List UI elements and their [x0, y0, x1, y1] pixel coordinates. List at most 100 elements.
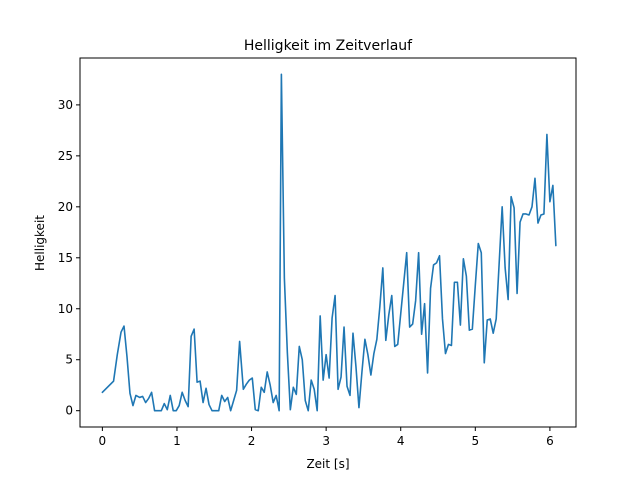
data-point [310, 379, 312, 381]
data-point [214, 409, 216, 411]
data-point [289, 408, 291, 410]
data-point [196, 381, 198, 383]
y-tick-label: 30 [58, 98, 73, 112]
data-point [221, 394, 223, 396]
data-point [340, 376, 342, 378]
data-point [280, 73, 282, 75]
data-point [337, 388, 339, 390]
data-point [408, 326, 410, 328]
series-line [101, 73, 557, 412]
data-point [178, 404, 180, 406]
data-point [456, 281, 458, 283]
y-tick-label: 10 [58, 302, 73, 316]
data-point [450, 344, 452, 346]
data-point [331, 317, 333, 319]
data-point [385, 339, 387, 341]
data-point [156, 409, 158, 411]
y-tick-label: 25 [58, 149, 73, 163]
data-point [269, 384, 271, 386]
data-point [498, 262, 500, 264]
data-point [394, 345, 396, 347]
y-tick-label: 5 [65, 353, 73, 367]
data-point [525, 213, 527, 215]
data-point [235, 389, 237, 391]
data-point [238, 340, 240, 342]
axes-frame [79, 57, 577, 428]
data-point [483, 362, 485, 364]
data-point [251, 377, 253, 379]
data-point [286, 351, 288, 353]
x-tick-label: 1 [173, 434, 181, 448]
data-point [444, 352, 446, 354]
data-point [301, 359, 303, 361]
data-point [429, 287, 431, 289]
x-axis: 0 1 2 3 4 5 6 [99, 427, 554, 448]
x-tick-label: 6 [546, 434, 554, 448]
y-axis-label: Helligkeit [33, 215, 47, 271]
data-point [459, 324, 461, 326]
data-point [325, 353, 327, 355]
data-point [292, 386, 294, 388]
data-point [376, 338, 378, 340]
data-point [229, 409, 231, 411]
data-point [150, 391, 152, 393]
data-point [423, 302, 425, 304]
data-point [304, 399, 306, 401]
data-point [504, 267, 506, 269]
data-point [129, 392, 131, 394]
data-point [316, 409, 318, 411]
y-axis: 0 5 10 15 20 25 30 [58, 98, 80, 418]
data-point [328, 377, 330, 379]
data-point [507, 298, 509, 300]
data-point [101, 391, 103, 393]
data-point [432, 264, 434, 266]
data-point [492, 332, 494, 334]
data-point [411, 323, 413, 325]
data-point [232, 399, 234, 401]
data-point [116, 353, 118, 355]
y-tick-label: 15 [58, 251, 73, 265]
data-point [501, 206, 503, 208]
y-tick-label: 0 [65, 404, 73, 418]
data-point [334, 294, 336, 296]
data-point [417, 251, 419, 253]
data-point [144, 401, 146, 403]
data-point [172, 409, 174, 411]
data-point [379, 306, 381, 308]
data-point [468, 329, 470, 331]
data-point [426, 372, 428, 374]
data-point [283, 277, 285, 279]
data-point [435, 262, 437, 264]
data-point [465, 275, 467, 277]
data-point [552, 184, 554, 186]
data-point [405, 251, 407, 253]
data-point [295, 393, 297, 395]
data-point [190, 335, 192, 337]
data-point [531, 206, 533, 208]
x-axis-label: Zeit [s] [306, 457, 349, 471]
data-point [278, 409, 280, 411]
data-point [453, 281, 455, 283]
data-point [546, 133, 548, 135]
x-tick-label: 5 [471, 434, 479, 448]
data-point [257, 409, 259, 411]
data-point [400, 313, 402, 315]
data-point [245, 383, 247, 385]
data-point [160, 409, 162, 411]
data-point [403, 282, 405, 284]
data-point [272, 401, 274, 403]
data-point [462, 258, 464, 260]
data-point [199, 380, 201, 382]
data-point [346, 385, 348, 387]
x-tick-label: 0 [99, 434, 107, 448]
x-tick-label: 2 [248, 434, 256, 448]
data-point [313, 388, 315, 390]
data-point [370, 374, 372, 376]
data-point [474, 284, 476, 286]
data-point [438, 255, 440, 257]
data-point [543, 213, 545, 215]
data-point [242, 388, 244, 390]
data-point [388, 314, 390, 316]
data-point [307, 409, 309, 411]
data-point [361, 371, 363, 373]
